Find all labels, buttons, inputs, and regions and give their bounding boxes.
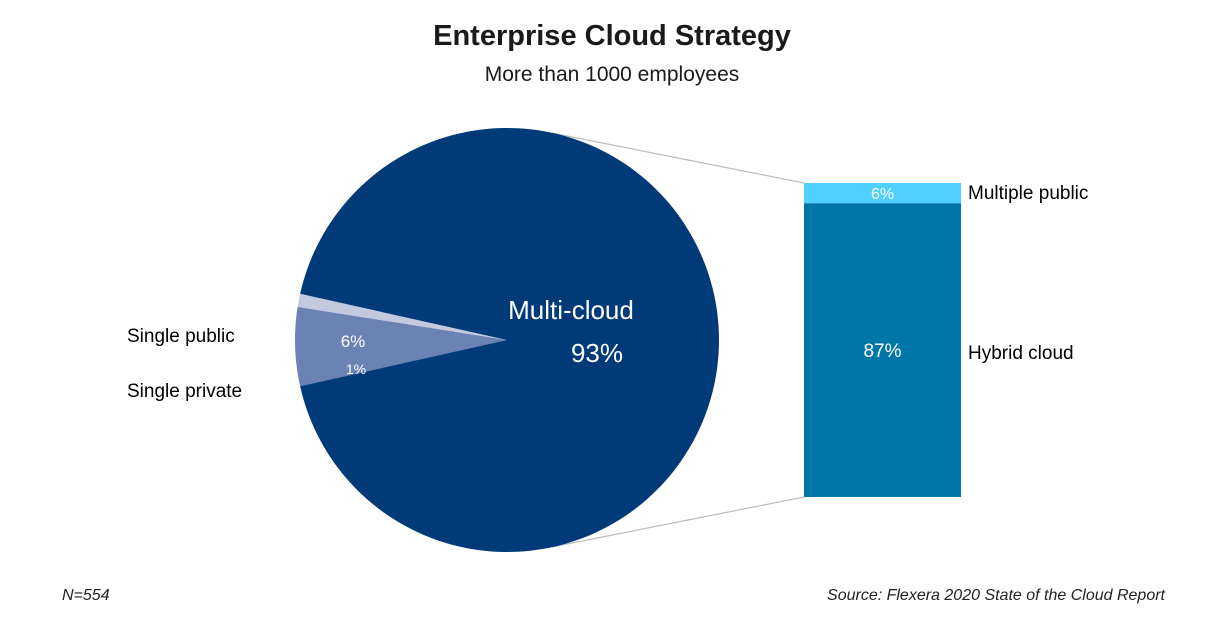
slice-value-multi-cloud: 93% (571, 338, 623, 368)
pie-slice-multi-cloud (300, 128, 720, 552)
bar-label-hybrid-cloud: Hybrid cloud (968, 343, 1074, 364)
connector-line-top (551, 132, 805, 184)
connector-line-bottom (551, 496, 805, 548)
bar-value-multiple-public: 6% (871, 186, 894, 203)
slice-label-single-public: Single public (127, 326, 235, 347)
pie (295, 128, 720, 552)
pie-slice-single-private (297, 293, 507, 340)
slice-label-single-private: Single private (127, 381, 242, 402)
pie-slice-single-public (295, 306, 507, 387)
chart-subtitle: More than 1000 employees (485, 63, 740, 86)
bar-segment-multiple-public (804, 183, 961, 204)
breakdown-bar (804, 183, 961, 497)
slice-label-multi-cloud: Multi-cloud (508, 295, 634, 325)
source-note: Source: Flexera 2020 State of the Cloud … (827, 587, 1166, 604)
slice-value-single-public: 6% (341, 332, 366, 351)
data-labels: Multi-cloud 93% 6% 1% Single public Single pr… (127, 183, 1088, 402)
bar-segment-hybrid-cloud (804, 203, 961, 497)
bar-label-multiple-public: Multiple public (968, 183, 1088, 204)
chart-title: Enterprise Cloud Strategy (433, 20, 791, 52)
slice-value-single-private: 1% (346, 361, 366, 377)
bar-value-hybrid-cloud: 87% (863, 341, 901, 362)
connector-lines (551, 132, 805, 548)
sample-size-note: N=554 (62, 587, 110, 604)
